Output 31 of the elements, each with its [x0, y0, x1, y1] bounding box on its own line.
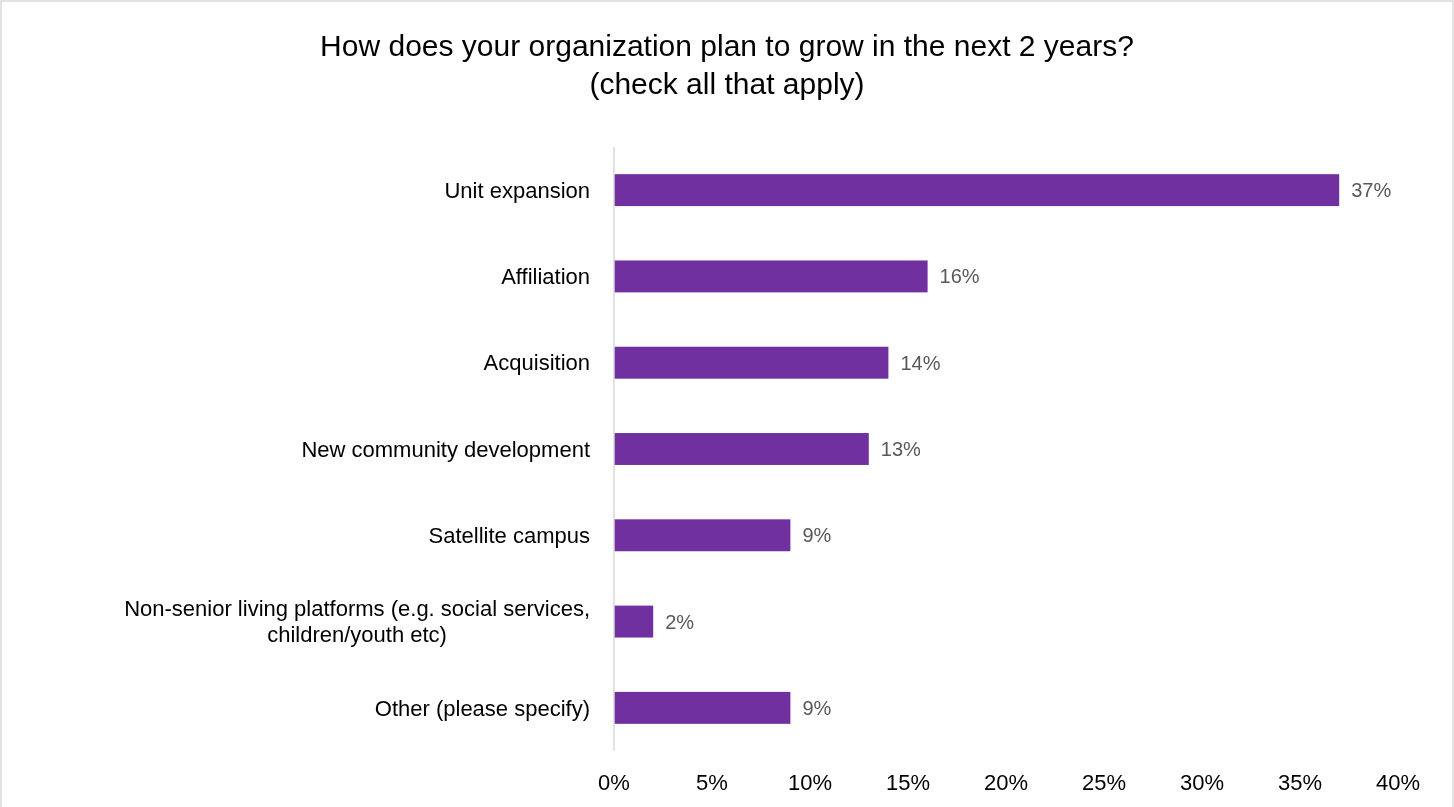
bar [614, 605, 654, 638]
bar [614, 433, 869, 465]
data-label: 16% [939, 265, 980, 288]
bar [614, 260, 928, 293]
data-label: 13% [880, 438, 922, 460]
y-tick-label: Acquisition [483, 350, 590, 376]
data-label: 14% [900, 351, 941, 374]
x-tick-label: 0% [598, 770, 630, 795]
y-tick-label: Unit expansion [444, 177, 591, 203]
data-label: 2% [665, 610, 695, 633]
x-tick-label: 35% [1277, 770, 1323, 795]
y-tick-label: Satellite campus [428, 522, 590, 548]
data-label: 9% [802, 524, 832, 547]
x-tick-label: 25% [1081, 770, 1127, 795]
bar [614, 519, 791, 552]
y-tick-label: Non-senior living platforms (e.g. social services, children/youth etc) [124, 596, 590, 648]
bar [614, 174, 1340, 207]
data-label: 37% [1351, 179, 1392, 202]
y-tick-label: Affiliation [501, 264, 590, 290]
chart-title: How does your organization plan to grow in the next 2 years? (check all that apply) [320, 29, 1134, 100]
x-tick-label: 5% [696, 770, 728, 795]
x-tick-label: 40% [1375, 770, 1421, 795]
x-tick-label: 20% [983, 770, 1029, 795]
bar [614, 346, 889, 379]
data-label: 9% [802, 696, 832, 719]
y-tick-label: Other (please specify) [374, 695, 590, 721]
bar [614, 691, 791, 724]
x-tick-label: 15% [885, 770, 931, 795]
y-tick-label: New community development [301, 436, 591, 462]
x-tick-label: 30% [1179, 770, 1225, 795]
x-tick-label: 10% [787, 770, 833, 795]
